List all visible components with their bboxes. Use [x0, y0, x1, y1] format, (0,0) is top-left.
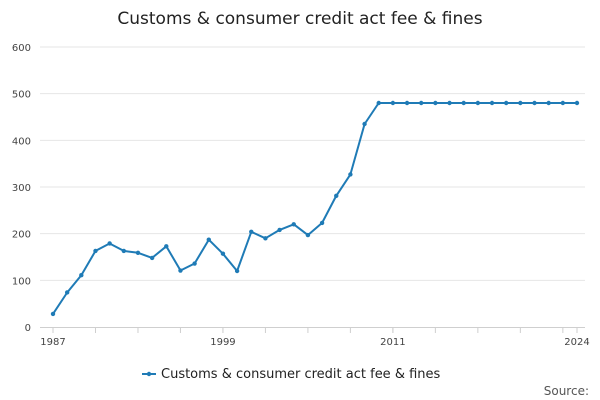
data-point[interactable]: [362, 121, 367, 127]
y-tick-label: 0: [25, 323, 31, 334]
data-point[interactable]: [249, 229, 254, 234]
legend-marker-icon: [146, 371, 152, 377]
y-tick-label: 300: [12, 183, 31, 194]
data-point[interactable]: [149, 255, 155, 261]
gridlines: [40, 46, 585, 281]
data-point[interactable]: [518, 100, 523, 106]
data-point[interactable]: [319, 220, 325, 226]
data-point[interactable]: [178, 268, 183, 273]
series-layer: [50, 100, 580, 317]
x-tick-label: 1987: [40, 337, 65, 348]
x-tick-label: 1999: [210, 337, 235, 348]
data-point[interactable]: [419, 100, 424, 106]
data-point[interactable]: [305, 232, 311, 238]
x-tick-label: 2024: [564, 337, 589, 348]
y-axis-ticks: 0 100 200 300 400 500 600: [12, 43, 31, 334]
data-point[interactable]: [220, 251, 226, 256]
data-point[interactable]: [234, 268, 240, 274]
series-line: [52, 102, 577, 315]
data-point[interactable]: [291, 222, 296, 227]
data-point[interactable]: [574, 100, 580, 106]
data-point[interactable]: [461, 100, 466, 106]
y-tick-label: 400: [12, 136, 31, 147]
data-point[interactable]: [79, 273, 84, 278]
data-point[interactable]: [121, 248, 127, 254]
legend-label: Customs & consumer credit act fee & fine…: [161, 367, 441, 382]
legend: Customs & consumer credit act fee & fine…: [142, 367, 441, 382]
y-tick-label: 500: [12, 90, 31, 101]
data-point[interactable]: [107, 241, 112, 246]
y-tick-label: 200: [12, 230, 31, 241]
source-label: Source:: [544, 384, 589, 398]
data-point[interactable]: [93, 248, 98, 254]
data-point[interactable]: [532, 100, 537, 106]
x-tick-label: 2011: [380, 337, 405, 348]
data-point[interactable]: [164, 244, 169, 249]
data-point[interactable]: [404, 100, 410, 106]
data-point[interactable]: [50, 311, 56, 317]
data-point[interactable]: [390, 100, 396, 106]
y-tick-label: 600: [12, 43, 31, 54]
y-tick-label: 100: [12, 276, 31, 287]
data-point[interactable]: [206, 237, 211, 242]
data-point[interactable]: [503, 100, 509, 106]
data-point[interactable]: [447, 100, 452, 106]
data-point[interactable]: [334, 193, 339, 199]
data-point[interactable]: [348, 172, 353, 177]
x-axis: 1987 1999 2011 2024: [40, 327, 590, 348]
data-point[interactable]: [475, 100, 481, 106]
data-point[interactable]: [263, 236, 268, 241]
data-point[interactable]: [135, 250, 141, 255]
data-point[interactable]: [546, 100, 551, 106]
data-point[interactable]: [489, 100, 495, 106]
data-point[interactable]: [277, 227, 282, 233]
data-point[interactable]: [376, 100, 381, 106]
data-point[interactable]: [192, 261, 197, 266]
data-point[interactable]: [64, 290, 70, 295]
data-point[interactable]: [433, 100, 438, 106]
data-point[interactable]: [560, 100, 566, 106]
chart-title: Customs & consumer credit act fee & fine…: [117, 9, 482, 29]
